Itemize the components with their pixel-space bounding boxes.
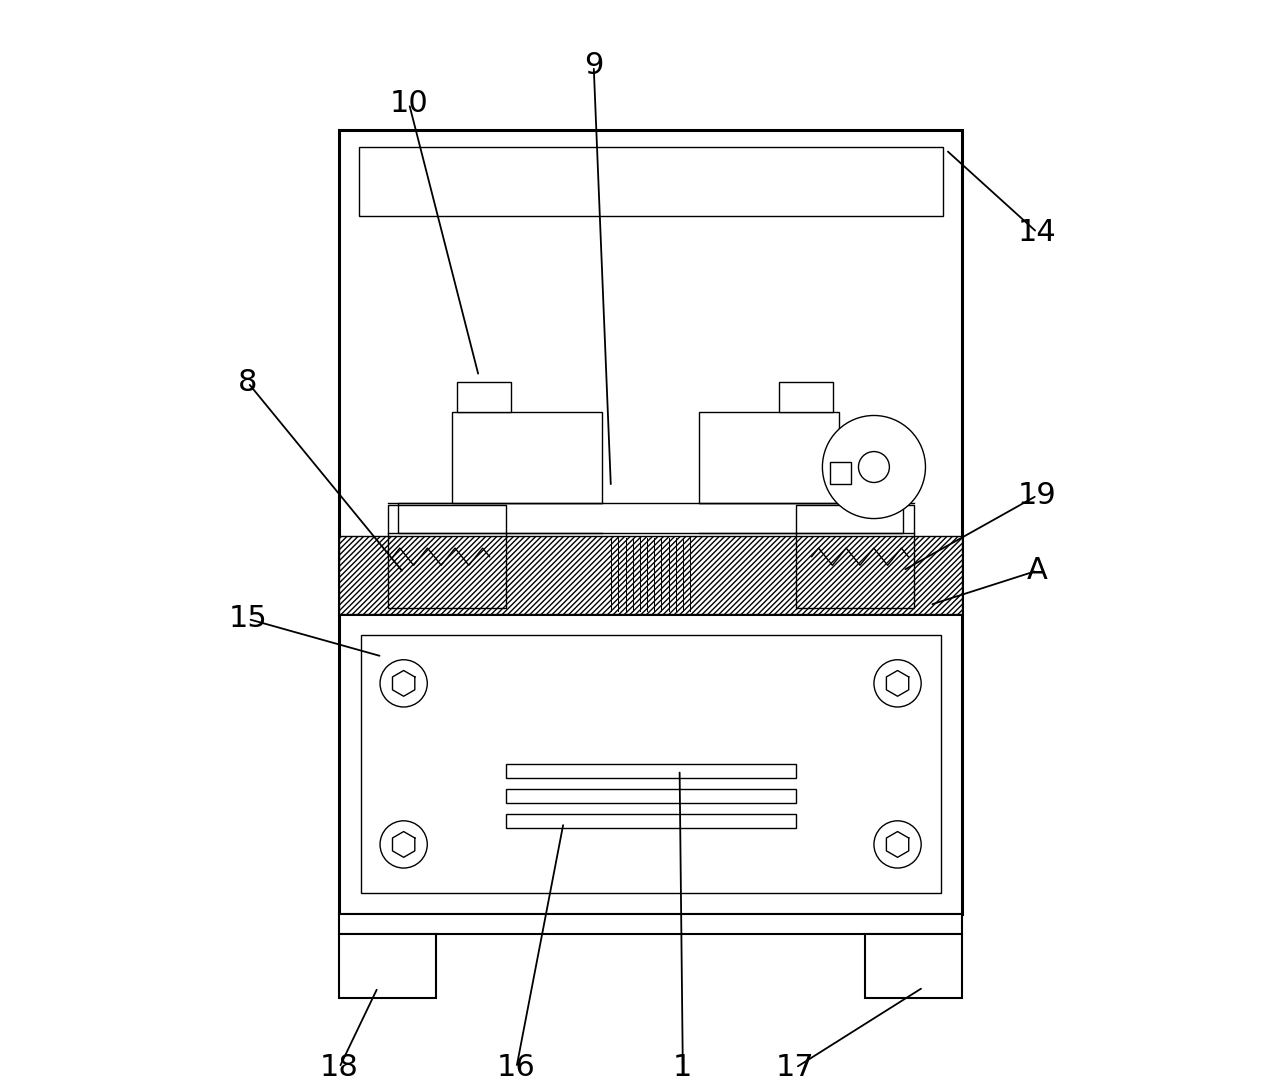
Bar <box>339 536 962 614</box>
Bar <box>505 814 796 828</box>
Text: 10: 10 <box>390 90 429 118</box>
Bar <box>398 503 904 533</box>
Bar <box>865 934 962 998</box>
Text: 15: 15 <box>228 605 268 633</box>
Bar <box>505 764 796 779</box>
Text: 16: 16 <box>497 1054 536 1082</box>
Bar <box>505 790 796 803</box>
Circle shape <box>822 415 925 519</box>
Text: 8: 8 <box>239 368 258 397</box>
Bar <box>387 506 505 608</box>
Text: A: A <box>1027 556 1048 585</box>
Circle shape <box>379 821 428 868</box>
Bar <box>830 462 851 484</box>
Circle shape <box>858 452 890 483</box>
Text: 18: 18 <box>320 1054 359 1082</box>
Bar <box>796 506 914 608</box>
Bar <box>339 914 962 934</box>
Text: 19: 19 <box>1018 480 1057 510</box>
Circle shape <box>874 660 921 707</box>
Text: 14: 14 <box>1018 218 1057 247</box>
Bar <box>457 382 511 412</box>
Bar <box>339 614 962 914</box>
Bar <box>360 636 940 893</box>
Bar <box>699 412 839 503</box>
Circle shape <box>379 660 428 707</box>
Bar <box>779 382 834 412</box>
Text: 9: 9 <box>584 51 603 81</box>
Bar <box>452 412 603 503</box>
Bar <box>339 130 962 614</box>
Text: 17: 17 <box>777 1054 815 1082</box>
Text: 1: 1 <box>673 1054 693 1082</box>
Bar <box>359 146 943 216</box>
Circle shape <box>874 821 921 868</box>
Bar <box>339 934 435 998</box>
